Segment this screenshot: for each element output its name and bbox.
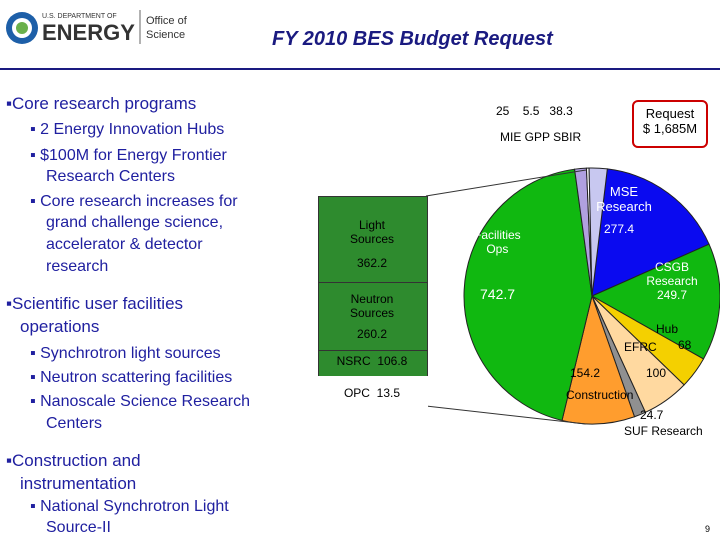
efrc-value: 100: [646, 366, 667, 380]
light-value: 362.2: [356, 256, 388, 270]
construction-value: 154.2: [570, 366, 601, 380]
top-names-label: MIE GPP SBIR: [500, 130, 582, 144]
facilities-label: Facilities Ops: [474, 228, 521, 256]
bullet-nanoscale: ▪ Nanoscale Science Research: [30, 393, 251, 410]
neutron-label: Neutron Sources: [349, 292, 395, 320]
bullet-neutron: ▪ Neutron scattering facilities: [30, 369, 233, 386]
bullet-efrc-cont: Research Centers: [46, 168, 175, 185]
bullet-user-facilities: ▪Scientific user facilities: [6, 294, 184, 313]
suf-value: 24.7: [640, 408, 664, 422]
slide-title: FY 2010 BES Budget Request: [272, 28, 553, 50]
construction-label: Construction: [566, 388, 634, 402]
logo-line2: ENERGY: [42, 20, 135, 45]
office-line2: Science: [146, 29, 185, 41]
bullet-nsls: ▪ National Synchrotron Light: [30, 498, 229, 515]
light-label: Light Sources: [349, 218, 395, 246]
pie-slice-sbir: [588, 167, 608, 297]
nsrc-label: NSRC 106.8: [336, 354, 408, 368]
logo-line1: U.S. DEPARTMENT OF: [42, 13, 117, 20]
bullet-core-increases: ▪ Core research increases for: [30, 193, 238, 210]
light-sources-box: [318, 196, 428, 284]
pie-slice-facilities-ops: [463, 168, 593, 422]
office-line1: Office of: [146, 15, 188, 27]
neutron-value: 260.2: [356, 327, 388, 341]
pie-slice-mse-research: [591, 168, 710, 297]
bullet-core-increases-2: grand challenge science,: [46, 214, 224, 231]
opc-box: [318, 376, 428, 408]
facilities-value: 742.7: [480, 286, 516, 302]
bullet-construction: ▪Construction and: [6, 451, 141, 470]
request-label: Request $ 1,685M: [642, 106, 698, 136]
opc-label: OPC 13.5: [343, 386, 401, 400]
bullet-hubs: ▪ 2 Energy Innovation Hubs: [30, 121, 225, 138]
mse-value: 277.4: [604, 222, 635, 236]
doe-logo: U.S. DEPARTMENT OF ENERGY Office of Scie…: [6, 10, 188, 45]
hub-label: Hub: [656, 322, 679, 336]
page-number: 9: [704, 524, 710, 534]
bullet-efrc: ▪ $100M for Energy Frontier: [30, 147, 227, 164]
connector-line-bottom: [425, 405, 587, 425]
suf-label: SUF Research: [624, 424, 703, 438]
efrc-label: EFRC: [624, 340, 657, 354]
bullet-core-increases-3: accelerator & detector: [46, 236, 203, 253]
bullet-core-increases-4: research: [46, 258, 109, 275]
connector-line-top: [425, 169, 587, 197]
title-rule: [0, 68, 720, 70]
mse-label: MSE Research: [596, 184, 652, 214]
bullet-nanoscale-2: Centers: [46, 415, 103, 432]
neutron-sources-box: [318, 282, 428, 352]
bullet-user-facilities-2: operations: [20, 317, 100, 336]
request-box: [632, 100, 708, 148]
bullet-nsls-2: Source-II: [46, 519, 111, 536]
csgb-label: CSGB Research 249.7: [646, 260, 698, 302]
bullet-synchrotron: ▪ Synchrotron light sources: [30, 345, 221, 362]
bullet-core-research: ▪Core research programs: [6, 94, 197, 113]
hub-value: 68: [678, 338, 692, 352]
top-values-label: 25 5.5 38.3: [496, 104, 573, 118]
bullet-construction-2: instrumentation: [20, 474, 137, 493]
